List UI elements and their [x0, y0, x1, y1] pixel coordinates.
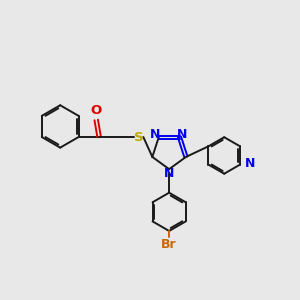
- Text: O: O: [90, 104, 101, 117]
- Text: Br: Br: [161, 238, 177, 251]
- Text: N: N: [164, 167, 174, 180]
- Text: S: S: [134, 130, 143, 143]
- Text: N: N: [177, 128, 188, 141]
- Text: N: N: [150, 128, 160, 141]
- Text: N: N: [244, 157, 255, 169]
